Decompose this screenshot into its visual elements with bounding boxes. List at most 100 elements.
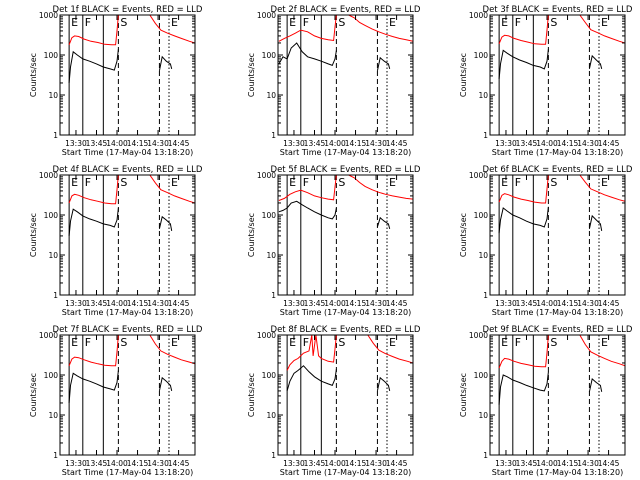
y-tick-label: 1 xyxy=(53,291,58,300)
x-tick-label: 14:15 xyxy=(345,459,367,468)
marker-label: E xyxy=(171,176,178,189)
x-tick-label: 13:45 xyxy=(86,139,108,148)
marker-label: F xyxy=(85,336,91,349)
marker-label: S xyxy=(550,176,557,189)
y-tick-label: 1000 xyxy=(257,331,276,340)
x-tick-label: 14:45 xyxy=(386,459,408,468)
axes-frame xyxy=(277,334,414,456)
x-tick-label: 13:45 xyxy=(86,459,108,468)
y-tick-label: 1000 xyxy=(39,11,58,20)
y-tick-label: 100 xyxy=(44,211,59,220)
y-tick-label: 1 xyxy=(53,451,58,460)
events-series-line xyxy=(158,376,173,392)
x-tick-label: 14:30 xyxy=(365,459,387,468)
events-series-line xyxy=(498,371,549,405)
x-tick-label: 13:30 xyxy=(283,459,305,468)
marker-label: E xyxy=(389,16,396,29)
panel-title: Det 1f BLACK = Events, RED = LLD xyxy=(53,5,203,15)
y-tick-label: 10 xyxy=(478,91,488,100)
plot-area xyxy=(68,175,195,295)
y-tick-label: 10 xyxy=(266,91,276,100)
lld-series-line xyxy=(579,15,625,44)
x-tick-label: 14:45 xyxy=(598,459,620,468)
x-tick-label: 14:00 xyxy=(324,139,346,148)
lld-series-line xyxy=(68,175,119,205)
marker-label: S xyxy=(120,336,127,349)
events-series-line xyxy=(376,376,391,392)
y-tick-label: 10 xyxy=(266,411,276,420)
marker-label: E xyxy=(289,16,296,29)
plot-area xyxy=(498,335,625,455)
marker-label: S xyxy=(120,176,127,189)
events-series-line xyxy=(588,214,603,231)
x-tick-label: 14:30 xyxy=(577,139,599,148)
marker-label: E xyxy=(501,16,508,29)
x-tick-label: 14:45 xyxy=(598,299,620,308)
x-axis-label: Start Time (17-May-04 13:18:20) xyxy=(62,468,193,477)
x-tick-label: 14:15 xyxy=(127,299,149,308)
x-axis-label: Start Time (17-May-04 13:18:20) xyxy=(280,468,411,477)
x-tick-label: 14:30 xyxy=(365,299,387,308)
plot-area xyxy=(68,15,195,135)
y-tick-label: 10 xyxy=(48,91,58,100)
marker-label: E xyxy=(501,336,508,349)
y-axis-label: Counts/sec xyxy=(29,53,38,97)
x-axis-label: Start Time (17-May-04 13:18:20) xyxy=(62,148,193,157)
x-axis-label: Start Time (17-May-04 13:18:20) xyxy=(492,468,623,477)
marker-label: E xyxy=(389,336,396,349)
x-tick-label: 14:45 xyxy=(168,139,190,148)
x-axis-label: Start Time (17-May-04 13:18:20) xyxy=(492,148,623,157)
events-series-line xyxy=(376,56,391,72)
marker-label: F xyxy=(515,336,521,349)
x-tick-label: 14:00 xyxy=(536,139,558,148)
y-axis-label: Counts/sec xyxy=(247,53,256,97)
x-tick-label: 14:00 xyxy=(324,299,346,308)
lld-series-line xyxy=(498,15,549,45)
y-tick-label: 1000 xyxy=(257,171,276,180)
marker-label: S xyxy=(338,16,345,29)
events-series-line xyxy=(498,49,549,80)
marker-label: S xyxy=(120,16,127,29)
x-tick-label: 13:45 xyxy=(304,139,326,148)
x-tick-label: 14:45 xyxy=(598,139,620,148)
y-tick-label: 1000 xyxy=(469,11,488,20)
panel-title: Det 4f BLACK = Events, RED = LLD xyxy=(53,165,203,175)
x-tick-label: 14:30 xyxy=(147,459,169,468)
y-tick-label: 100 xyxy=(474,371,489,380)
plot-area xyxy=(498,15,625,135)
x-tick-label: 14:30 xyxy=(365,139,387,148)
marker-label: S xyxy=(338,336,345,349)
events-series-line xyxy=(278,42,337,67)
panel-title: Det 2f BLACK = Events, RED = LLD xyxy=(271,5,421,15)
lld-series-line xyxy=(68,335,119,367)
plot-area xyxy=(286,335,413,455)
marker-label: E xyxy=(289,176,296,189)
events-series-line xyxy=(588,54,603,70)
x-tick-label: 13:45 xyxy=(516,299,538,308)
x-tick-label: 14:15 xyxy=(127,139,149,148)
y-tick-label: 1000 xyxy=(469,171,488,180)
marker-label: E xyxy=(289,336,296,349)
y-tick-label: 1 xyxy=(483,291,488,300)
x-tick-label: 14:15 xyxy=(557,459,579,468)
y-tick-label: 1 xyxy=(53,131,58,140)
marker-label: E xyxy=(389,176,396,189)
x-tick-label: 14:15 xyxy=(127,459,149,468)
lld-series-line xyxy=(278,175,337,201)
x-tick-label: 13:45 xyxy=(516,459,538,468)
lld-series-line xyxy=(278,15,337,42)
lld-series-line xyxy=(286,335,337,371)
y-tick-label: 100 xyxy=(44,51,59,60)
y-tick-label: 1 xyxy=(271,291,276,300)
marker-label: E xyxy=(171,16,178,29)
y-axis-label: Counts/sec xyxy=(459,213,468,257)
x-tick-label: 13:30 xyxy=(283,299,305,308)
lld-series-line xyxy=(579,175,625,202)
lld-series-line xyxy=(348,15,413,42)
